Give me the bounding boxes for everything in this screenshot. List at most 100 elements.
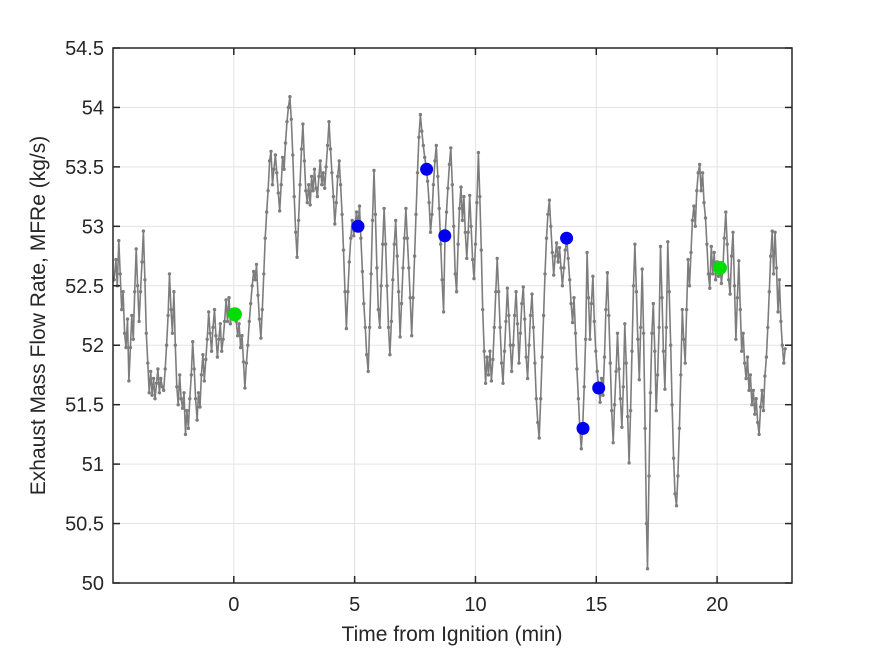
exhaust-mass-flow-trace-point [537, 436, 541, 440]
exhaust-mass-flow-trace-point [391, 278, 395, 282]
y-tick-label: 51.5 [65, 395, 104, 417]
exhaust-mass-flow-trace-point [309, 174, 314, 179]
exhaust-mass-flow-trace-point [396, 290, 401, 294]
exhaust-mass-flow-trace-point [640, 267, 644, 271]
exhaust-mass-flow-trace-point [705, 242, 709, 246]
exhaust-mass-flow-trace-point [481, 307, 485, 312]
exhaust-mass-flow-trace-point [282, 167, 286, 171]
exhaust-mass-flow-trace-point [128, 345, 133, 350]
exhaust-mass-flow-trace-point [302, 159, 307, 163]
exhaust-mass-flow-trace-point [189, 373, 193, 377]
exhaust-mass-flow-trace-point [373, 212, 378, 217]
exhaust-mass-flow-trace-point [589, 301, 594, 306]
exhaust-mass-flow-trace-point [502, 349, 507, 353]
exhaust-mass-flow-trace-point [618, 397, 623, 401]
exhaust-mass-flow-trace-point [427, 200, 431, 205]
exhaust-mass-flow-trace-point [317, 174, 321, 179]
exhaust-mass-flow-trace-point [628, 408, 633, 413]
exhaust-mass-flow-trace-point [120, 307, 124, 312]
exhaust-mass-flow-trace-point [582, 385, 586, 389]
exhaust-mass-flow-trace-point [307, 183, 311, 187]
exhaust-mass-flow-trace-point [774, 266, 779, 270]
exhaust-mass-flow-trace-point [305, 200, 309, 205]
exhaust-mass-flow-trace-point [530, 292, 534, 296]
exhaust-mass-flow-trace-point [280, 155, 285, 160]
exhaust-mass-flow-trace-point [550, 250, 554, 255]
exhaust-mass-flow-trace-point [641, 331, 646, 335]
exhaust-mass-flow-trace-point [583, 337, 588, 341]
exhaust-mass-flow-trace-point [732, 284, 737, 288]
exhaust-mass-flow-trace-point [742, 361, 747, 365]
exhaust-mass-flow-trace-point [366, 369, 370, 374]
exhaust-mass-flow-trace-point [144, 331, 148, 335]
exhaust-mass-flow-trace-point [262, 272, 266, 276]
exhaust-mass-flow-trace-point [676, 474, 680, 478]
exhaust-mass-flow-trace-point [299, 147, 304, 151]
exhaust-mass-flow-trace-point [735, 296, 740, 300]
exhaust-mass-flow-trace-point [507, 313, 511, 318]
exhaust-mass-flow-trace-point [460, 218, 465, 223]
exhaust-mass-flow-trace-point [492, 325, 496, 330]
exhaust-mass-flow-trace-point [257, 317, 262, 321]
exhaust-mass-flow-trace-point [651, 301, 655, 306]
exhaust-mass-flow-trace-point [175, 385, 179, 389]
exhaust-mass-flow-trace-point [337, 159, 341, 163]
exhaust-mass-flow-trace-point [270, 183, 275, 187]
exhaust-mass-flow-trace-point [663, 387, 667, 391]
exhaust-mass-flow-trace-point [154, 381, 159, 385]
blue-event-markers-point [438, 229, 452, 243]
exhaust-mass-flow-trace-point [180, 406, 185, 410]
exhaust-mass-flow-trace-point [325, 143, 330, 148]
exhaust-mass-flow-trace-point [207, 310, 211, 314]
exhaust-mass-flow-trace-point [783, 347, 787, 351]
exhaust-mass-flow-trace-point [222, 319, 227, 324]
exhaust-mass-flow-trace-point [698, 162, 702, 167]
exhaust-mass-flow-trace-point [591, 274, 595, 278]
x-tick-label: 20 [706, 594, 728, 616]
exhaust-mass-flow-trace-point [118, 272, 122, 276]
exhaust-mass-flow-trace-point [401, 266, 405, 270]
exhaust-mass-flow-trace-point [592, 319, 596, 324]
exhaust-mass-flow-trace-point [713, 278, 718, 282]
exhaust-mass-flow-trace-point [179, 397, 183, 401]
exhaust-mass-flow-trace-point [436, 174, 440, 179]
exhaust-mass-flow-trace-point [495, 256, 499, 261]
exhaust-mass-flow-trace-point [352, 234, 356, 238]
exhaust-mass-flow-trace-point [479, 248, 483, 252]
exhaust-mass-flow-trace-point [621, 385, 625, 389]
exhaust-mass-flow-trace-point [114, 257, 118, 262]
exhaust-mass-flow-trace-point [251, 269, 256, 274]
exhaust-mass-flow-trace-point [312, 167, 317, 171]
exhaust-mass-flow-trace-point [199, 373, 204, 377]
exhaust-mass-flow-trace-point [308, 203, 312, 207]
exhaust-mass-flow-trace-point [360, 269, 365, 274]
exhaust-mass-flow-trace-point [770, 229, 774, 233]
blue-event-markers-point [420, 162, 434, 176]
exhaust-mass-flow-trace-point [157, 391, 162, 395]
exhaust-mass-flow-trace-point [687, 284, 692, 288]
exhaust-mass-flow-trace-point [336, 174, 340, 179]
exhaust-mass-flow-trace-point [658, 244, 663, 249]
exhaust-mass-flow-trace-point [340, 212, 344, 217]
exhaust-mass-flow-trace-point [631, 284, 636, 288]
exhaust-mass-flow-trace-point [540, 355, 544, 359]
exhaust-mass-flow-trace-point [237, 322, 241, 326]
exhaust-mass-flow-trace-point [452, 224, 456, 228]
exhaust-mass-flow-trace-point [560, 284, 565, 288]
exhaust-mass-flow-trace-point [531, 325, 536, 330]
exhaust-mass-flow-trace-point [456, 242, 460, 246]
exhaust-mass-flow-trace-point [117, 238, 121, 243]
exhaust-mass-flow-trace-point [546, 212, 550, 217]
exhaust-mass-flow-trace-point [528, 313, 533, 318]
exhaust-mass-flow-trace-point [533, 361, 537, 365]
exhaust-mass-flow-trace-point [418, 112, 423, 117]
exhaust-mass-flow-trace-point [407, 266, 411, 270]
exhaust-mass-flow-trace-point [173, 343, 177, 347]
exhaust-mass-flow-trace-point [562, 266, 566, 270]
exhaust-mass-flow-trace-point [357, 204, 362, 208]
exhaust-mass-flow-trace-point [725, 242, 729, 246]
exhaust-mass-flow-trace-point [150, 393, 154, 397]
exhaust-mass-flow-trace-point [269, 149, 273, 154]
exhaust-mass-flow-trace-point [399, 301, 404, 306]
